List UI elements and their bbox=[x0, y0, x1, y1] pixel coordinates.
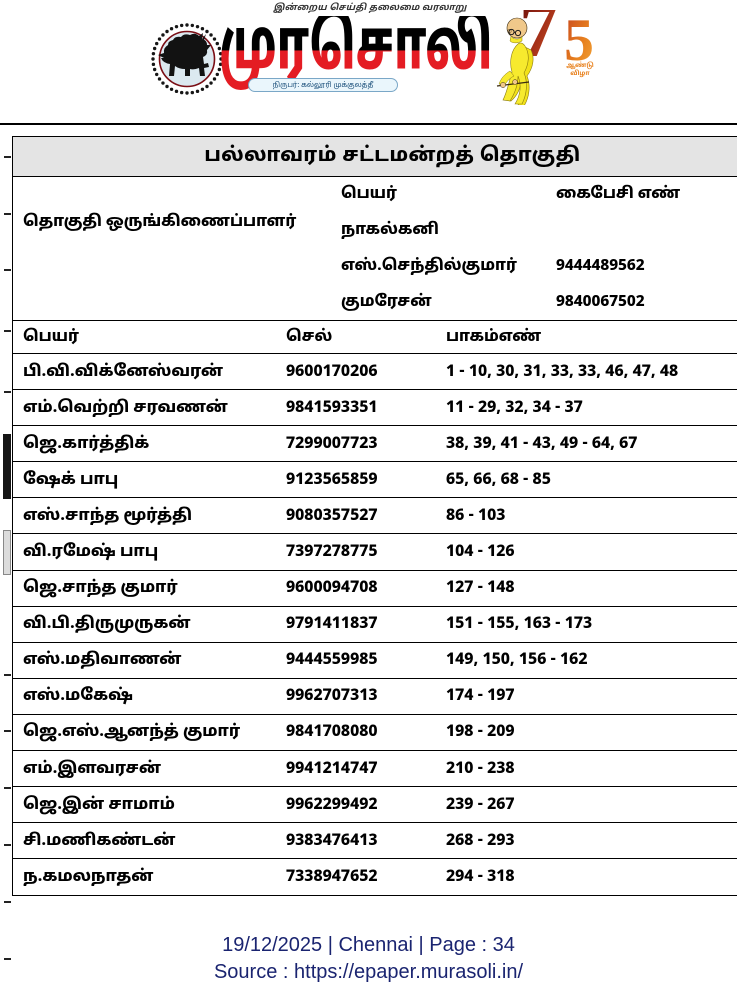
svg-text:விழா: விழா bbox=[570, 69, 590, 78]
svg-text:ஆண்டு: ஆண்டு bbox=[566, 61, 593, 70]
